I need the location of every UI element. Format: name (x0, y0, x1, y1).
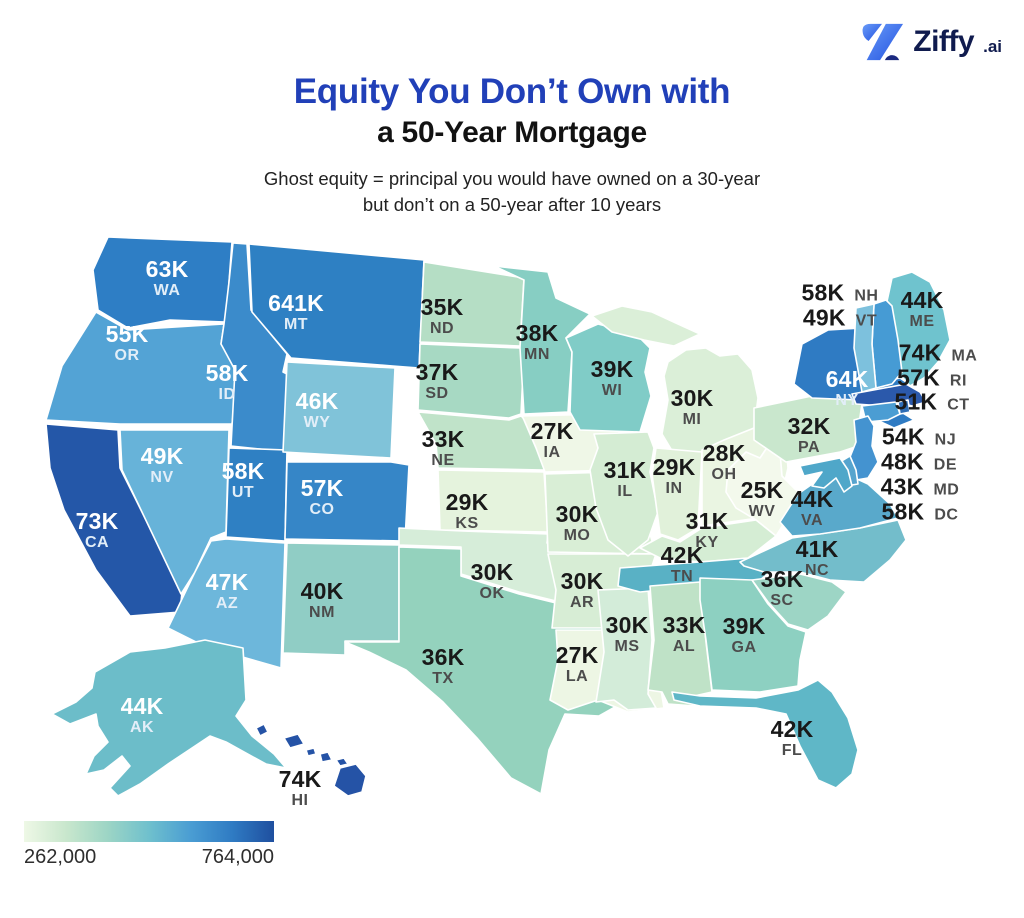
legend-gradient-bar (24, 821, 274, 842)
brand-name: Ziffy (913, 25, 975, 58)
subtitle-line-2: but don’t on a 50-year after 10 years (362, 194, 662, 216)
title-line-1: Equity You Don’t Own with (293, 72, 731, 111)
state-shape-wv (725, 445, 799, 537)
state-shape-il (589, 431, 659, 557)
state-shape-nj (847, 415, 879, 481)
state-shape-ut (225, 447, 288, 542)
state-shape-sd (417, 343, 525, 419)
state-shape-ky (639, 519, 777, 563)
state-shape-nd (419, 261, 525, 347)
state-shape-ks (437, 469, 549, 533)
state-shape-md (799, 457, 853, 493)
title-line-2: a 50-Year Mortgage (377, 116, 647, 149)
state-shape-az (167, 538, 286, 669)
state-shape-fl (671, 679, 859, 789)
state-shape-or (45, 311, 240, 425)
state-shape-pa (753, 391, 865, 463)
state-shape-mi (591, 305, 759, 461)
state-shape-wa (92, 236, 233, 329)
state-shape-in (651, 447, 703, 541)
state-shape-wy (282, 361, 396, 459)
state-shape-mt (248, 243, 425, 369)
color-scale-legend: 262,000 764,000 (24, 821, 274, 869)
state-shape-nm (282, 542, 400, 656)
page-title: Equity You Don’t Own with a 50-Year Mort… (0, 72, 1024, 150)
state-shape-ms (595, 587, 657, 711)
state-shape-vt (853, 303, 877, 393)
state-shape-sc (751, 573, 847, 631)
state-shape-co (284, 461, 410, 542)
state-shape-hi (255, 723, 367, 797)
page-subtitle: Ghost equity = principal you would have … (0, 166, 1024, 219)
brand-logo[interactable]: Ziffy .ai (859, 20, 1002, 64)
legend-max-label: 764,000 (201, 846, 274, 868)
ziffy-logo-icon (862, 23, 904, 61)
state-shape-ca (45, 423, 183, 617)
state-shape-wi (565, 323, 652, 433)
state-shape-ga (699, 577, 807, 693)
state-shape-va (779, 472, 899, 537)
state-shape-ak (51, 639, 287, 797)
subtitle-line-1: Ghost equity = principal you would have … (263, 168, 761, 189)
brand-suffix: .ai (983, 36, 1002, 56)
legend-min-label: 262,000 (24, 846, 97, 868)
